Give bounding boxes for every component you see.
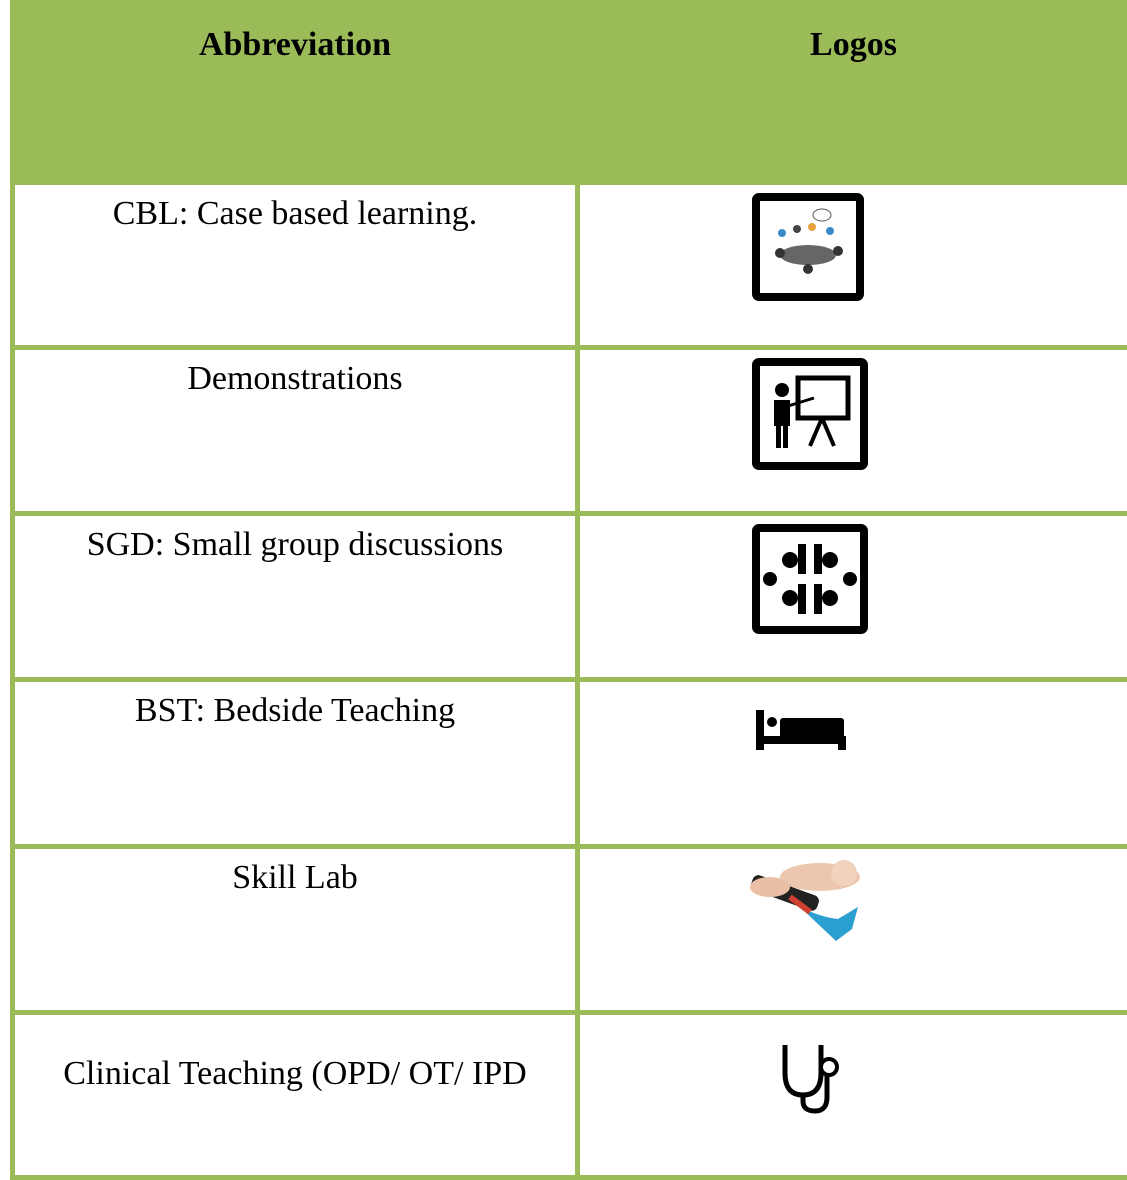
sgd-icon <box>752 524 868 634</box>
logo-cell <box>580 516 1127 677</box>
header-cell: Logos <box>580 0 1127 180</box>
bed-icon <box>756 710 846 750</box>
logo-cell <box>580 682 1127 844</box>
logo-cell <box>580 849 1127 1010</box>
stethoscope-icon <box>782 1045 839 1114</box>
cbl-icon <box>752 193 864 301</box>
row-label: Demonstrations <box>15 350 575 511</box>
logo-cell <box>580 185 1127 345</box>
row-label: SGD: Small group discussions <box>15 516 575 677</box>
row-label: Clinical Teaching (OPD/ OT/ IPD <box>15 1015 575 1175</box>
logo-cell <box>580 1015 1127 1175</box>
row-label: Skill Lab <box>15 849 575 1010</box>
row-label: BST: Bedside Teaching <box>15 682 575 844</box>
table: Abbreviation Logos CBL: Case based learn… <box>10 0 1127 1180</box>
logo-cell <box>580 350 1127 511</box>
demo-icon <box>752 358 868 470</box>
row-label: CBL: Case based learning. <box>15 185 575 345</box>
header-cell: Abbreviation <box>15 0 575 180</box>
skill-lab-icon <box>750 860 860 941</box>
